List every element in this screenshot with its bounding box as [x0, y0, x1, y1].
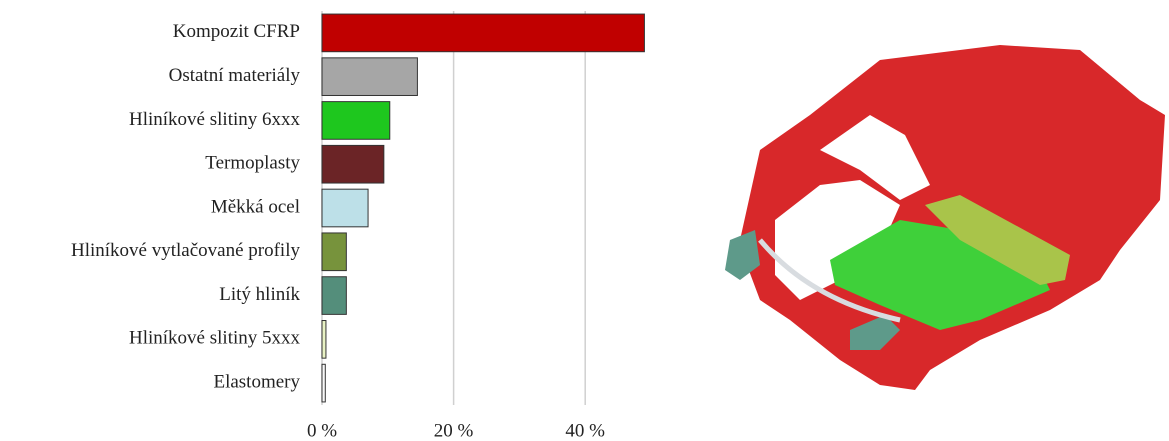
- y-tick-label: Ostatní materiály: [169, 65, 301, 86]
- x-tick-label: 20 %: [434, 420, 474, 441]
- bar: [321, 101, 391, 140]
- front-bracket: [725, 230, 760, 280]
- front-bracket: [850, 315, 900, 350]
- y-tick-label: Měkká ocel: [211, 196, 300, 217]
- bar: [321, 144, 385, 184]
- bar: [321, 188, 369, 228]
- y-tick-label: Elastomery: [213, 371, 300, 392]
- car-image: [725, 45, 1165, 390]
- bar: [321, 276, 347, 315]
- bumper-beam: [758, 238, 901, 323]
- y-tick-label: Hliníkové slitiny 5xxx: [129, 328, 301, 349]
- bar: [321, 363, 326, 403]
- cross-member: [925, 195, 1070, 285]
- y-tick-label: Termoplasty: [205, 153, 300, 174]
- bar: [321, 57, 418, 96]
- windshield-opening: [820, 115, 930, 200]
- bar: [321, 320, 327, 359]
- x-tick-label: 0 %: [307, 420, 337, 441]
- bar: [321, 232, 347, 272]
- y-tick-label: Hliníkové vytlačované profily: [71, 240, 300, 261]
- y-tick-label: Litý hliník: [219, 284, 300, 305]
- y-tick-label: Kompozit CFRP: [173, 21, 300, 42]
- x-tick-label: 40 %: [565, 420, 605, 441]
- door-opening: [775, 180, 900, 300]
- plot: 0 % 20 % 40 % Kompozit CFRP Ostatní materiál…: [71, 11, 645, 441]
- bar: [321, 13, 645, 53]
- y-tick-label: Hliníkové slitiny 6xxx: [129, 109, 301, 130]
